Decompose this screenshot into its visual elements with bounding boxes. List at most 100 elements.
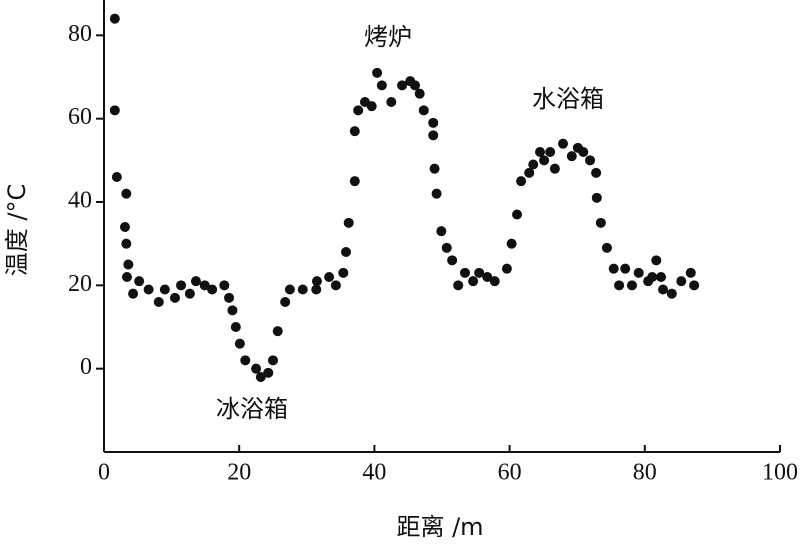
point xyxy=(651,255,662,266)
point xyxy=(512,209,523,220)
x-tick-label: 40 xyxy=(362,460,386,486)
point xyxy=(311,276,322,287)
point xyxy=(591,192,602,203)
point xyxy=(159,284,170,295)
point xyxy=(376,80,387,91)
point xyxy=(409,80,420,91)
point xyxy=(441,242,452,253)
point xyxy=(366,101,377,112)
point xyxy=(119,222,130,232)
point xyxy=(666,288,677,299)
point xyxy=(447,255,458,266)
point xyxy=(601,242,612,253)
point xyxy=(272,326,283,337)
point xyxy=(341,247,352,257)
x-axis-label: 距离 /m xyxy=(396,513,483,541)
point xyxy=(280,297,291,307)
point xyxy=(169,292,180,303)
point xyxy=(585,155,596,166)
point xyxy=(459,267,470,278)
point xyxy=(234,338,245,349)
point xyxy=(431,188,442,199)
y-tick-label: 60 xyxy=(68,104,92,130)
point xyxy=(658,284,669,295)
point xyxy=(591,167,602,178)
point xyxy=(397,80,408,91)
point xyxy=(297,284,308,295)
point xyxy=(207,284,218,295)
point xyxy=(311,284,322,295)
point xyxy=(109,13,120,24)
point xyxy=(689,280,700,291)
x-tick-label: 0 xyxy=(98,460,110,486)
point xyxy=(284,284,295,295)
point xyxy=(251,363,262,374)
y-tick-label: 0 xyxy=(80,354,92,380)
point xyxy=(620,263,631,274)
annotation: 水浴箱 xyxy=(532,85,604,113)
point xyxy=(349,126,360,137)
point xyxy=(535,147,546,157)
point xyxy=(219,280,230,291)
point xyxy=(595,217,606,228)
point xyxy=(474,267,485,278)
point xyxy=(429,163,440,174)
point xyxy=(414,88,425,99)
point xyxy=(230,322,241,332)
point xyxy=(386,97,397,107)
point xyxy=(558,138,569,149)
point xyxy=(578,147,589,157)
point xyxy=(626,280,637,291)
point xyxy=(128,288,139,299)
point xyxy=(123,259,134,270)
point xyxy=(338,267,349,278)
point xyxy=(121,188,132,199)
point xyxy=(489,276,500,287)
x-tick-label: 60 xyxy=(498,460,522,486)
point xyxy=(647,272,658,282)
point xyxy=(343,217,354,228)
point xyxy=(268,355,278,366)
point xyxy=(436,226,447,237)
point xyxy=(506,238,517,249)
x-tick-label: 80 xyxy=(633,460,657,486)
point xyxy=(656,272,667,282)
point xyxy=(109,105,120,116)
point xyxy=(428,130,439,141)
point xyxy=(468,276,479,287)
annotation: 烤炉 xyxy=(364,23,412,51)
point xyxy=(633,267,644,278)
point xyxy=(608,263,619,274)
point xyxy=(143,284,154,295)
point xyxy=(566,151,577,162)
point xyxy=(255,372,266,382)
y-axis-label: 温度 /°C xyxy=(3,184,31,276)
point xyxy=(524,167,535,178)
point xyxy=(418,105,429,116)
annotation: 冰浴箱 xyxy=(216,395,288,423)
point xyxy=(176,280,187,291)
point xyxy=(545,147,556,157)
point xyxy=(190,276,201,287)
point xyxy=(549,163,560,174)
point xyxy=(184,288,195,299)
point xyxy=(501,263,512,274)
point xyxy=(324,272,335,282)
point xyxy=(428,117,439,128)
x-tick-label: 20 xyxy=(227,460,251,486)
point xyxy=(121,272,132,282)
point xyxy=(685,267,696,278)
point xyxy=(153,297,164,307)
point xyxy=(353,105,364,116)
point xyxy=(528,159,539,170)
point xyxy=(199,280,210,291)
point xyxy=(134,276,145,287)
point xyxy=(539,155,550,166)
point xyxy=(263,367,274,378)
point xyxy=(224,292,235,303)
point xyxy=(121,238,132,249)
y-tick-label: 80 xyxy=(68,21,92,47)
point xyxy=(453,280,464,291)
point xyxy=(349,176,360,187)
